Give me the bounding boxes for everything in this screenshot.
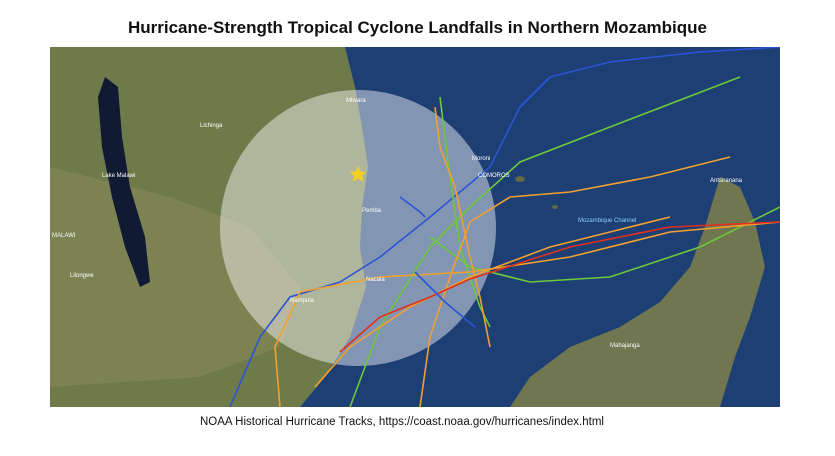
map-label: Mtwara (346, 98, 366, 104)
map-label: Mahajanga (610, 343, 640, 349)
map-label: Nacala (366, 277, 385, 283)
caption: NOAA Historical Hurricane Tracks, https:… (200, 416, 604, 428)
map-label: Lichinga (200, 123, 223, 129)
comoros-island (515, 176, 525, 182)
track (434, 106, 491, 348)
title: Hurricane-Strength Tropical Cyclone Land… (127, 18, 708, 37)
track (274, 221, 780, 407)
region-circle (220, 90, 496, 366)
track (339, 221, 780, 353)
map: MALAWI Lake Malawi COMOROS Moroni Pemba … (50, 47, 780, 407)
map-label: Moroni (472, 156, 490, 162)
star-marker (350, 166, 366, 182)
madagascar (510, 177, 765, 407)
map-label: COMOROS (478, 173, 510, 179)
lake-malawi (98, 77, 150, 287)
terrain (50, 167, 300, 387)
track (399, 196, 426, 218)
track (419, 156, 731, 407)
map-label: Lake Malawi (102, 173, 135, 179)
track (414, 271, 476, 328)
track (229, 47, 780, 407)
map-label: Lilongwe (70, 273, 94, 279)
map-label: Mozambique Channel (578, 218, 636, 224)
map-label: Nampula (290, 298, 315, 304)
comoros-island (552, 205, 558, 209)
map-label: Pemba (362, 208, 382, 214)
map-label: Antsiranana (710, 178, 743, 184)
map-label: MALAWI (52, 233, 76, 239)
track (429, 206, 780, 283)
track (314, 216, 671, 388)
